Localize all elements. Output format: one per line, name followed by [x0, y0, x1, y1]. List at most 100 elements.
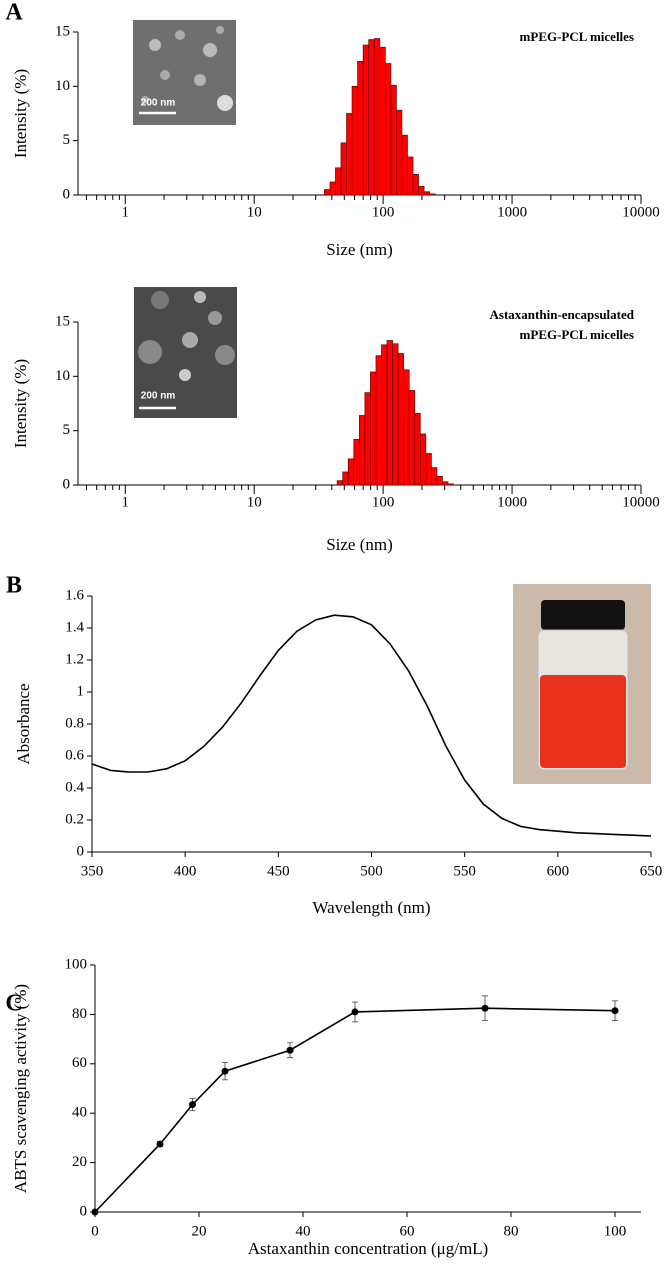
y-tick-label: 0.6	[65, 747, 84, 763]
x-tick-label: 1000	[497, 494, 527, 510]
tem-inset	[133, 20, 236, 125]
x-tick-label: 40	[296, 1223, 311, 1239]
x-tick-label: 20	[192, 1223, 207, 1239]
bar	[401, 134, 408, 196]
x-tick-label: 60	[400, 1223, 415, 1239]
y-tick-label: 15	[55, 313, 70, 329]
marker	[91, 1208, 99, 1216]
bar	[346, 113, 353, 196]
bar	[359, 415, 366, 486]
y-tick-label: 80	[72, 1006, 87, 1022]
bar	[431, 467, 438, 486]
bar	[381, 344, 388, 486]
marker	[481, 1004, 489, 1012]
x-tick-label: 350	[81, 863, 104, 879]
bar	[336, 480, 344, 486]
y-tick-label: 100	[65, 956, 88, 972]
y-tick-label: 5	[63, 132, 71, 148]
y-tick-label: 0	[63, 186, 71, 202]
y-tick-label: 10	[55, 368, 70, 384]
bar	[364, 392, 371, 486]
bar	[419, 433, 427, 486]
y-tick-label: 20	[72, 1154, 87, 1170]
bar	[342, 471, 349, 486]
x-tick-label: 400	[174, 863, 197, 879]
bar	[347, 458, 355, 486]
bar	[357, 60, 364, 196]
bar	[425, 453, 432, 486]
bar	[384, 63, 392, 196]
marker	[156, 1140, 164, 1148]
bar	[412, 174, 419, 196]
bar	[429, 193, 436, 196]
x-axis-label: Size (nm)	[326, 535, 393, 554]
y-tick-label: 1	[77, 683, 85, 699]
scale-label: 200 nm	[141, 98, 176, 109]
bar	[414, 412, 421, 486]
x-tick-label: 650	[640, 863, 663, 879]
line	[91, 614, 652, 837]
x-axis-label: Size (nm)	[326, 240, 393, 259]
x-tick-label: 10000	[622, 494, 660, 510]
x-axis-label: Wavelength (nm)	[312, 898, 430, 917]
marker	[611, 1007, 619, 1015]
x-tick-label: 1000	[497, 204, 527, 220]
panel-label: B	[6, 573, 22, 599]
y-tick-label: 0	[63, 476, 71, 492]
marker	[189, 1101, 196, 1109]
marker	[286, 1046, 294, 1054]
y-axis-label: Absorbance	[14, 683, 33, 764]
marker	[351, 1008, 359, 1016]
y-tick-label: 0.2	[65, 811, 84, 827]
y-tick-label: 1.2	[65, 651, 84, 667]
y-tick-label: 10	[55, 78, 70, 94]
bar	[323, 189, 331, 196]
bar	[408, 390, 416, 486]
x-tick-label: 80	[504, 1223, 519, 1239]
bar	[370, 371, 377, 486]
bar	[375, 355, 382, 486]
marker	[221, 1067, 229, 1075]
bar	[379, 46, 386, 196]
y-tick-label: 40	[72, 1105, 87, 1121]
bar	[340, 142, 347, 196]
x-tick-label: 450	[267, 863, 290, 879]
y-tick-label: 1.6	[65, 587, 84, 603]
bar	[335, 167, 342, 196]
x-tick-label: 1	[122, 494, 130, 510]
y-tick-label: 0	[80, 1203, 88, 1219]
y-tick-label: 0	[77, 843, 85, 859]
annotation: mPEG-PCL micelles	[520, 29, 634, 44]
y-tick-label: 5	[63, 422, 71, 438]
bar	[362, 44, 370, 196]
y-axis-label: ABTS scavenging activity (%)	[11, 984, 30, 1193]
y-tick-label: 1.4	[65, 619, 84, 635]
bar	[418, 185, 425, 196]
y-tick-label: 0.4	[65, 779, 84, 795]
x-tick-label: 100	[372, 494, 395, 510]
bar	[368, 39, 375, 196]
bar	[396, 109, 403, 196]
y-tick-label: 15	[55, 23, 70, 39]
bar	[447, 483, 454, 486]
bar	[329, 181, 336, 196]
bar	[397, 353, 405, 486]
annotation: mPEG-PCL micelles	[520, 327, 634, 342]
x-tick-label: 0	[91, 1223, 99, 1239]
x-axis-label: Astaxanthin concentration (μg/mL)	[248, 1239, 488, 1258]
bar	[403, 369, 410, 486]
scale-label: 200 nm	[141, 391, 176, 402]
annotation: Astaxanthin-encapsulated	[490, 307, 635, 322]
bar	[373, 38, 381, 196]
x-tick-label: 10	[247, 204, 262, 220]
y-tick-label: 0.8	[65, 715, 84, 731]
line	[94, 1007, 616, 1213]
bar	[390, 84, 397, 196]
bar	[407, 156, 414, 196]
panel-label: C	[5, 991, 22, 1017]
vial-photo	[513, 584, 651, 784]
x-tick-label: 500	[360, 863, 383, 879]
x-tick-label: 550	[453, 863, 476, 879]
panel-label: A	[5, 0, 23, 26]
bar	[423, 191, 430, 196]
